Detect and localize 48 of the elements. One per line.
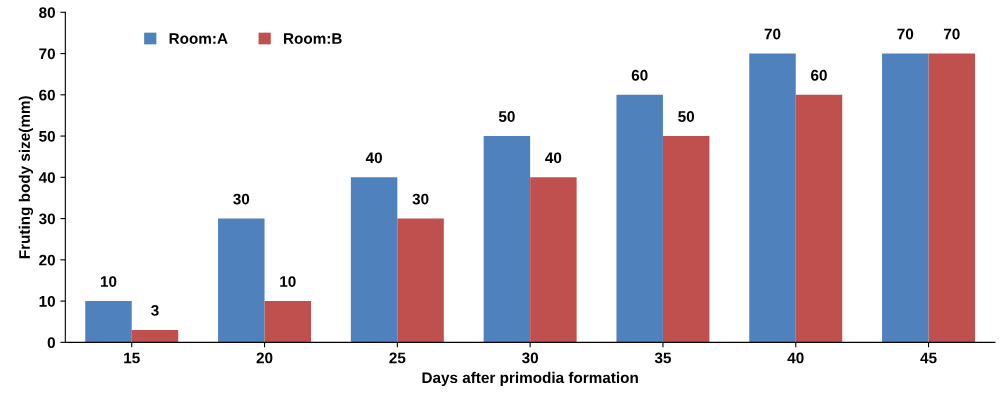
- data-label: 40: [545, 152, 562, 164]
- bar: [483, 136, 531, 343]
- bar: [264, 301, 312, 343]
- x-tick-label: 45: [920, 352, 937, 364]
- data-label: 40: [365, 152, 382, 164]
- data-label: 30: [233, 193, 250, 205]
- x-tick-label: 35: [654, 352, 672, 364]
- x-tick-label: 25: [389, 352, 406, 364]
- bar: [131, 329, 179, 343]
- legend-label: Room:A: [169, 33, 228, 44]
- y-tick-label: 70: [39, 48, 55, 60]
- y-tick-label: 0: [47, 337, 55, 349]
- bar: [928, 53, 976, 343]
- bar: [882, 53, 929, 343]
- y-tick-label: 40: [38, 172, 55, 184]
- y-tick-label: 20: [39, 254, 55, 266]
- data-label: 30: [412, 193, 429, 205]
- x-tick-label: 40: [787, 352, 804, 364]
- y-axis-title: Fruting body size(mm): [18, 96, 34, 259]
- data-label: 70: [943, 28, 960, 40]
- y-tick-label: 10: [39, 295, 55, 307]
- data-label: 60: [811, 69, 827, 81]
- bar: [218, 218, 265, 343]
- bar: [662, 136, 710, 343]
- y-tick-label: 30: [38, 213, 55, 225]
- x-tick-label: 30: [521, 352, 539, 364]
- y-tick-label: 80: [39, 7, 55, 18]
- x-tick-label: 20: [256, 352, 273, 364]
- data-label: 60: [631, 69, 648, 81]
- legend-label: Room:B: [284, 33, 342, 44]
- data-label: 3: [151, 305, 159, 316]
- data-label: 50: [498, 111, 515, 122]
- bar: [397, 218, 444, 343]
- x-axis-title: Days after primodia formation: [422, 371, 638, 387]
- bar: [530, 177, 577, 343]
- data-label: 70: [897, 28, 914, 40]
- y-tick-label: 60: [39, 89, 55, 101]
- bar: [350, 177, 398, 343]
- bar: [795, 94, 843, 343]
- data-label: 10: [280, 276, 296, 287]
- x-tick-label: 15: [124, 352, 140, 364]
- data-label: 10: [100, 276, 117, 287]
- bar: [616, 94, 663, 343]
- data-label: 70: [764, 28, 781, 40]
- bar: [85, 301, 132, 343]
- y-tick-label: 50: [39, 130, 55, 142]
- bar: [749, 53, 796, 343]
- data-label: 50: [678, 111, 695, 122]
